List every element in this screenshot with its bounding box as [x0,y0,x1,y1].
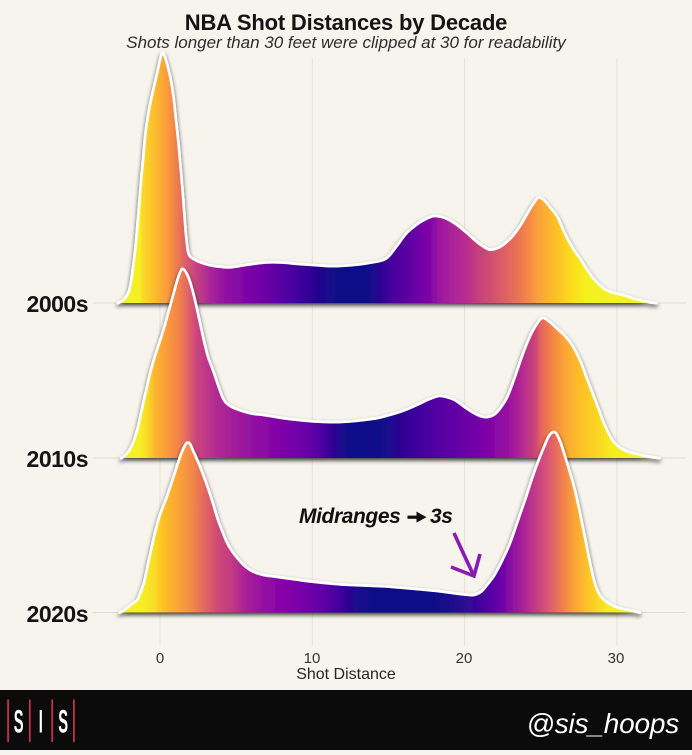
svg-text:S: S [58,704,68,740]
svg-text:S: S [14,704,24,740]
svg-text:I: I [39,704,43,740]
